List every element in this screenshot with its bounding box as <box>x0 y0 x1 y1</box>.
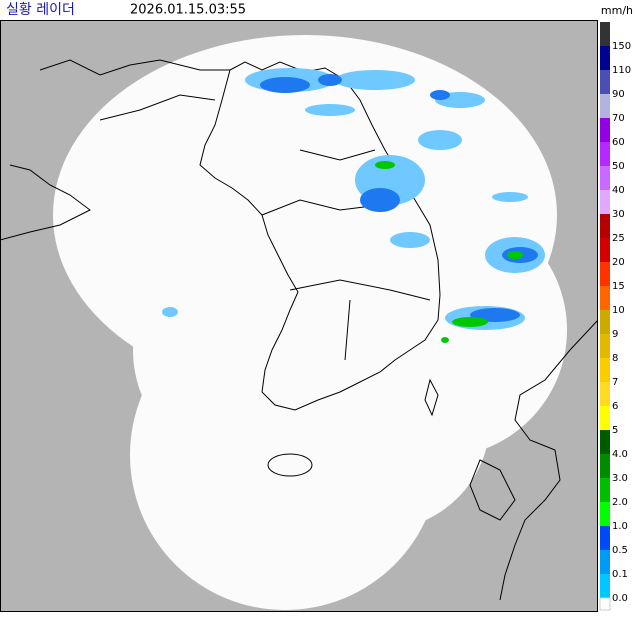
legend-swatch <box>600 70 610 94</box>
legend-swatch <box>600 406 610 430</box>
legend-label: 60 <box>612 137 625 148</box>
legend-swatch <box>600 430 610 454</box>
legend-swatch <box>600 334 610 358</box>
legend-swatch <box>600 262 610 286</box>
legend-swatch <box>600 382 610 406</box>
legend-swatch <box>600 358 610 382</box>
legend-label: 150 <box>612 41 631 52</box>
legend-swatch <box>600 190 610 214</box>
legend-swatch <box>600 22 610 46</box>
timestamp: 2026.01.15.03:55 <box>130 3 246 18</box>
legend-label: 6 <box>612 401 618 412</box>
legend-label: 90 <box>612 89 625 100</box>
legend-label: 20 <box>612 257 625 268</box>
legend-label: 4.0 <box>612 449 628 460</box>
legend-swatch <box>600 238 610 262</box>
legend-label: 0.0 <box>612 593 628 604</box>
legend-swatch <box>600 46 610 70</box>
legend-swatch <box>600 214 610 238</box>
legend-label: 110 <box>612 65 631 76</box>
legend-label: 40 <box>612 185 625 196</box>
legend-label: 50 <box>612 161 625 172</box>
legend-swatch <box>600 166 610 190</box>
legend-swatch <box>600 550 610 574</box>
legend-label: 15 <box>612 281 625 292</box>
legend-swatch <box>600 526 610 550</box>
legend-label: 7 <box>612 377 618 388</box>
legend-label: 25 <box>612 233 625 244</box>
legend-swatch <box>600 454 610 478</box>
legend-swatch <box>600 478 610 502</box>
coastlines <box>0 59 598 601</box>
title: 실황 레이더 <box>6 2 75 18</box>
precipitation <box>162 68 545 343</box>
legend-label: 30 <box>612 209 625 220</box>
legend-swatch <box>600 142 610 166</box>
legend-label: 8 <box>612 353 618 364</box>
legend-swatch <box>600 502 610 526</box>
legend: 150 110 90 70 60 50 40 30 25 20 15 10 9 8 7 6 5 4.0 3.0 2.0… <box>599 22 631 611</box>
unit: mm/h <box>601 4 633 17</box>
legend-swatch <box>600 118 610 142</box>
legend-swatch <box>599 597 611 611</box>
legend-label: 1.0 <box>612 521 628 532</box>
legend-label: 0.5 <box>612 545 628 556</box>
legend-label: 9 <box>612 329 618 340</box>
legend-label: 3.0 <box>612 473 628 484</box>
legend-label: 70 <box>612 113 625 124</box>
legend-swatch <box>600 94 610 118</box>
legend-label: 0.1 <box>612 569 628 580</box>
legend-swatch <box>600 286 610 310</box>
legend-label: 2.0 <box>612 497 628 508</box>
legend-label: 5 <box>612 425 618 436</box>
map <box>0 20 598 612</box>
legend-swatch <box>600 574 610 598</box>
map-frame <box>0 20 598 612</box>
legend-label: 10 <box>612 305 625 316</box>
legend-swatch <box>600 310 610 334</box>
